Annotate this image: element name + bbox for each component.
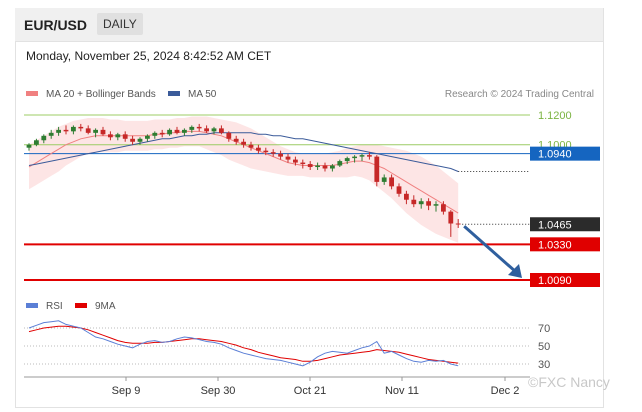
- forecast-arrow-line: [463, 225, 517, 274]
- candle-body: [93, 129, 98, 133]
- candle-body: [293, 159, 298, 163]
- support-label: 1.0330: [538, 239, 572, 251]
- candle-body: [263, 150, 269, 153]
- candle-body: [285, 156, 291, 160]
- legend-rsi-label: RSI: [46, 301, 63, 312]
- legend-9ma-label: 9MA: [95, 301, 116, 312]
- candle-body: [337, 161, 343, 166]
- support-tag: [530, 273, 600, 287]
- x-tick-label: Sep 9: [112, 385, 141, 397]
- candle-body: [137, 138, 143, 142]
- legend-9ma-swatch: [75, 303, 87, 308]
- candle-body: [48, 132, 54, 136]
- candle-body: [233, 138, 239, 142]
- rsi-tick-label: 30: [538, 359, 550, 371]
- candle-body: [359, 155, 365, 157]
- candle-body: [270, 152, 276, 154]
- last-price-tag: [530, 217, 600, 232]
- candle-body: [85, 128, 91, 133]
- forecast-arrow-head: [508, 264, 522, 278]
- candle-body: [152, 132, 158, 136]
- candle-body: [196, 126, 202, 129]
- candle-body: [344, 158, 350, 162]
- candle-body: [411, 199, 417, 205]
- candle-body: [241, 141, 246, 145]
- candle-body: [122, 134, 128, 139]
- ma50-line: [28, 132, 459, 172]
- candle-body: [174, 129, 180, 133]
- timestamp: Monday, November 25, 2024 8:42:52 AM CET: [26, 49, 272, 63]
- candle-body: [300, 162, 306, 165]
- candle-body: [404, 193, 409, 200]
- last-price-label: 1.0465: [538, 219, 572, 231]
- candle-body: [322, 165, 328, 169]
- rsi-tick-label: 50: [538, 341, 550, 353]
- symbol-title: EUR/USD: [24, 17, 88, 33]
- candle-body: [26, 144, 32, 148]
- candle-body: [56, 129, 61, 133]
- candle-body: [455, 223, 461, 225]
- chart-card: [15, 8, 604, 408]
- credit-text: Research © 2024 Trading Central: [445, 89, 594, 100]
- legend-ma20-swatch: [26, 91, 38, 96]
- candle-body: [352, 156, 357, 159]
- candle-body: [448, 211, 454, 224]
- candle-body: [381, 177, 387, 182]
- candle-body: [315, 165, 320, 168]
- candle-body: [71, 126, 76, 132]
- candle-body: [78, 126, 84, 129]
- candle-body: [248, 144, 254, 148]
- rsi-tick-label: 70: [538, 323, 550, 335]
- x-tick-label: Sep 30: [201, 385, 236, 397]
- x-tick-label: Dec 2: [491, 385, 520, 397]
- candle-body: [256, 147, 261, 151]
- candle-body: [145, 135, 150, 139]
- legend-ma20-label: MA 20 + Bollinger Bands: [46, 89, 156, 100]
- candle-body: [426, 201, 431, 206]
- candle-body: [34, 140, 39, 145]
- legend-rsi-swatch: [26, 303, 38, 308]
- rsi-line: [28, 320, 459, 367]
- legend-ma50-label: MA 50: [188, 89, 217, 100]
- candle-body: [307, 164, 313, 168]
- timeframe-badge[interactable]: DAILY: [97, 13, 143, 35]
- candle-body: [441, 204, 446, 212]
- candle-body: [100, 129, 106, 135]
- candle-body: [278, 153, 283, 157]
- legend-ma50-swatch: [168, 91, 180, 96]
- current-tag: [530, 146, 600, 161]
- resistance-label: 1.1200: [538, 110, 572, 122]
- watermark: ©FXC Nancy: [528, 374, 610, 390]
- candle-body: [189, 126, 195, 130]
- candle-body: [211, 128, 217, 132]
- candle-body: [389, 177, 394, 187]
- candle-body: [41, 135, 47, 141]
- candle-body: [108, 134, 113, 138]
- candle-body: [130, 138, 135, 142]
- chart-header: EUR/USD DAILY: [15, 8, 603, 42]
- support-tag: [530, 237, 600, 252]
- candle-body: [167, 129, 172, 135]
- support-label: 1.0090: [538, 275, 572, 287]
- current-label: 1.0940: [538, 149, 572, 161]
- candle-body: [182, 129, 187, 133]
- candle-body: [374, 156, 380, 182]
- candle-body: [330, 165, 335, 169]
- rsi-ma-line: [28, 325, 459, 364]
- candle-body: [367, 155, 372, 157]
- candle-body: [63, 129, 69, 132]
- candle-body: [204, 128, 209, 132]
- candle-body: [159, 132, 165, 135]
- x-tick-label: Nov 11: [385, 385, 419, 397]
- candle-body: [433, 204, 439, 206]
- candle-body: [226, 132, 232, 139]
- candle-body: [396, 186, 402, 194]
- candle-body: [115, 134, 121, 138]
- candle-body: [418, 201, 424, 205]
- candle-body: [219, 128, 224, 133]
- x-tick-label: Oct 21: [294, 385, 326, 397]
